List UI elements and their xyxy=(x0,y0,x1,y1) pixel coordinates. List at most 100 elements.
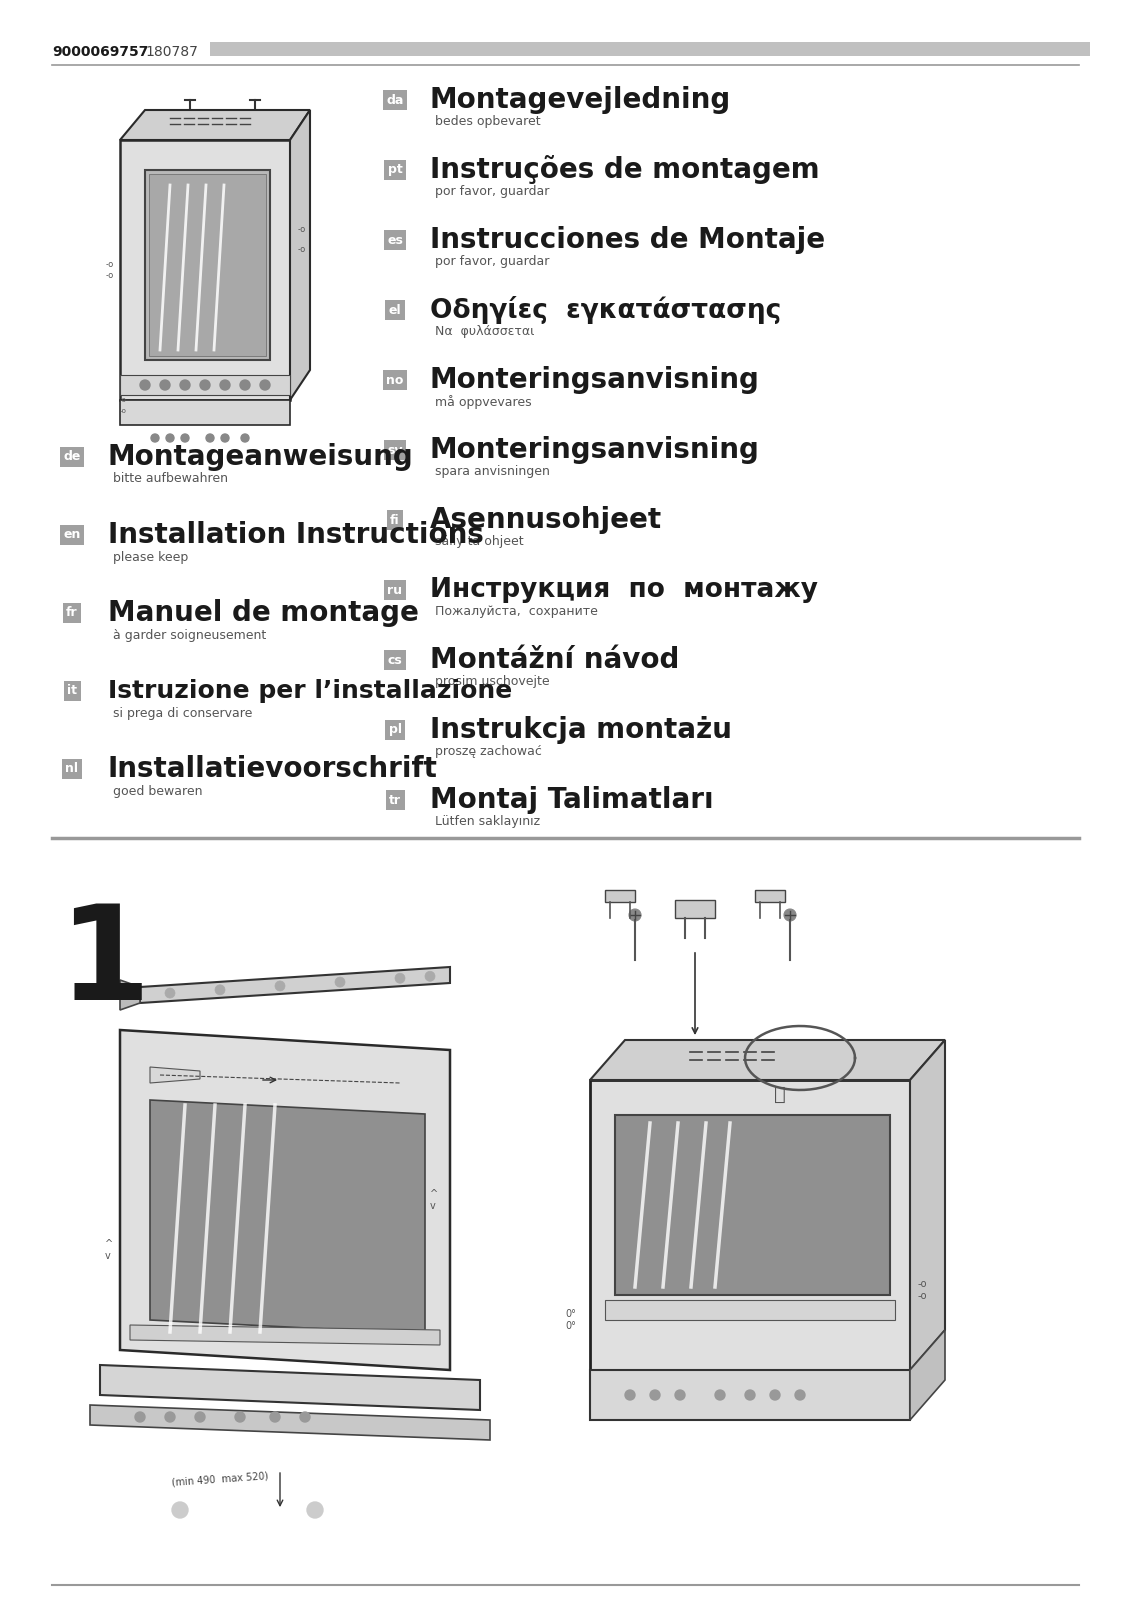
Circle shape xyxy=(784,909,796,922)
Circle shape xyxy=(395,973,405,984)
Text: fr: fr xyxy=(67,606,78,619)
Text: -o: -o xyxy=(120,408,127,414)
Circle shape xyxy=(166,434,174,442)
Polygon shape xyxy=(756,890,785,902)
Text: prosim uschovejte: prosim uschovejte xyxy=(435,675,550,688)
Text: -o: -o xyxy=(297,226,307,235)
Circle shape xyxy=(275,981,285,990)
Text: por favor, guardar: por favor, guardar xyxy=(435,186,550,198)
Text: -o
-o: -o -o xyxy=(106,261,114,280)
Text: en: en xyxy=(63,528,80,541)
Circle shape xyxy=(675,1390,685,1400)
Circle shape xyxy=(270,1411,280,1422)
Text: 1: 1 xyxy=(58,899,150,1027)
Text: -o: -o xyxy=(120,397,127,403)
Polygon shape xyxy=(590,1370,910,1421)
Circle shape xyxy=(181,434,189,442)
Circle shape xyxy=(180,379,190,390)
Circle shape xyxy=(206,434,214,442)
Text: por favor, guardar: por favor, guardar xyxy=(435,256,550,269)
Text: nl: nl xyxy=(66,763,78,776)
Circle shape xyxy=(165,1411,175,1422)
Text: ^
v: ^ v xyxy=(430,1189,438,1211)
Polygon shape xyxy=(590,1080,910,1370)
Circle shape xyxy=(650,1390,661,1400)
Text: Montagevejledning: Montagevejledning xyxy=(430,86,732,114)
Polygon shape xyxy=(910,1040,946,1370)
Polygon shape xyxy=(290,110,310,400)
Text: Manuel de montage: Manuel de montage xyxy=(107,598,418,627)
Circle shape xyxy=(770,1390,780,1400)
Circle shape xyxy=(159,379,170,390)
Text: tr: tr xyxy=(389,794,402,806)
Circle shape xyxy=(140,379,150,390)
Text: it: it xyxy=(67,685,77,698)
Text: (min 490  max 520): (min 490 max 520) xyxy=(171,1470,269,1486)
Text: Asennusohjeet: Asennusohjeet xyxy=(430,506,662,534)
Text: spara anvisningen: spara anvisningen xyxy=(435,466,550,478)
Polygon shape xyxy=(150,1067,200,1083)
Text: Montaj Talimatları: Montaj Talimatları xyxy=(430,786,714,814)
Circle shape xyxy=(795,1390,805,1400)
Bar xyxy=(615,1115,890,1294)
Text: pl: pl xyxy=(389,723,402,736)
Text: sv: sv xyxy=(387,443,403,456)
Text: please keep: please keep xyxy=(113,550,188,563)
Polygon shape xyxy=(120,400,290,426)
Text: el: el xyxy=(389,304,402,317)
Polygon shape xyxy=(590,1040,946,1080)
Text: Lütfen saklayınız: Lütfen saklayınız xyxy=(435,816,541,829)
Polygon shape xyxy=(605,890,634,902)
Circle shape xyxy=(172,1502,188,1518)
Polygon shape xyxy=(150,1101,425,1334)
Text: Пожалуйста,  сохраните: Пожалуйста, сохраните xyxy=(435,605,598,619)
Text: goed bewaren: goed bewaren xyxy=(113,784,202,797)
Text: da: da xyxy=(387,93,404,107)
Text: bedes opbevaret: bedes opbevaret xyxy=(435,115,541,128)
Text: pt: pt xyxy=(388,163,403,176)
Polygon shape xyxy=(90,1405,490,1440)
Text: no: no xyxy=(387,373,404,387)
Text: à garder soigneusement: à garder soigneusement xyxy=(113,629,266,642)
Text: Instrucciones de Montaje: Instrucciones de Montaje xyxy=(430,226,826,254)
Text: Instrukcja montażu: Instrukcja montażu xyxy=(430,717,732,744)
Circle shape xyxy=(235,1411,245,1422)
Bar xyxy=(149,174,266,357)
Circle shape xyxy=(241,434,249,442)
Bar xyxy=(120,374,290,395)
Text: Installation Instructions: Installation Instructions xyxy=(107,522,484,549)
Text: fi: fi xyxy=(390,514,400,526)
Bar xyxy=(145,170,270,360)
Text: Istruzione per l’installazione: Istruzione per l’installazione xyxy=(107,678,512,702)
Polygon shape xyxy=(120,1030,450,1370)
Circle shape xyxy=(165,989,175,998)
Circle shape xyxy=(221,434,228,442)
Text: -o: -o xyxy=(297,245,307,254)
Circle shape xyxy=(625,1390,634,1400)
Text: es: es xyxy=(387,234,403,246)
Text: si prega di conservare: si prega di conservare xyxy=(113,707,252,720)
Text: ^
v: ^ v xyxy=(105,1238,113,1261)
Circle shape xyxy=(335,978,345,987)
Text: 0°
0°: 0° 0° xyxy=(566,1309,576,1331)
Circle shape xyxy=(745,1390,756,1400)
Circle shape xyxy=(221,379,230,390)
Circle shape xyxy=(240,379,250,390)
FancyBboxPatch shape xyxy=(210,42,1090,56)
Circle shape xyxy=(135,1411,145,1422)
Polygon shape xyxy=(100,1365,480,1410)
Circle shape xyxy=(195,1411,205,1422)
Circle shape xyxy=(425,971,435,981)
Text: -o
-o: -o -o xyxy=(918,1280,927,1301)
Circle shape xyxy=(260,379,270,390)
Text: Monteringsanvisning: Monteringsanvisning xyxy=(430,366,760,394)
Polygon shape xyxy=(120,979,140,1010)
Text: Monteringsanvisning: Monteringsanvisning xyxy=(430,435,760,464)
Polygon shape xyxy=(120,110,310,141)
Circle shape xyxy=(307,1502,323,1518)
Circle shape xyxy=(300,1411,310,1422)
Polygon shape xyxy=(120,141,290,400)
Text: de: de xyxy=(63,451,80,464)
Text: säily tä ohjeet: säily tä ohjeet xyxy=(435,536,524,549)
Text: Να  φυλάσσεται: Να φυλάσσεται xyxy=(435,325,534,339)
